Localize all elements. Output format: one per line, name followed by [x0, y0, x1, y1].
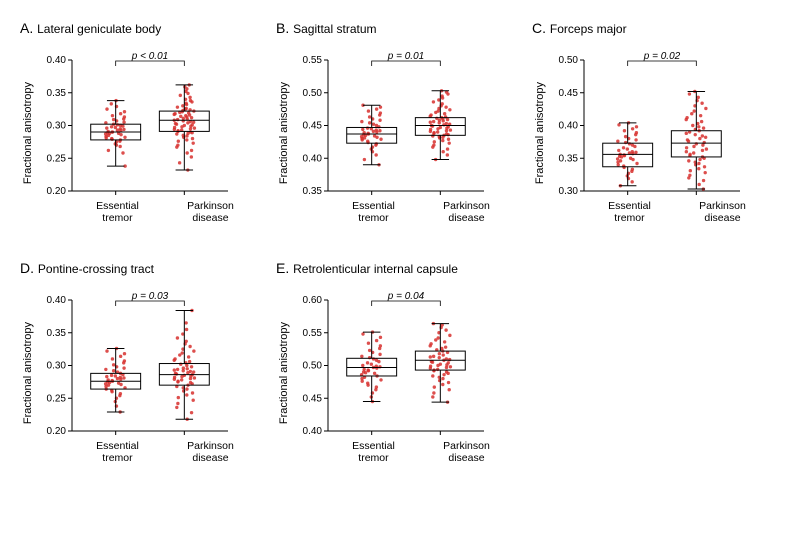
panel-b: B. Sagittal stratumFractional anisotropy… — [276, 20, 520, 224]
svg-text:0.30: 0.30 — [47, 121, 67, 132]
panel-e: E. Retrolenticular internal capsuleFract… — [276, 260, 520, 464]
panel-letter: D. — [20, 260, 38, 276]
p-value-label: p = 0.02 — [643, 51, 681, 62]
svg-text:0.55: 0.55 — [303, 328, 323, 339]
panel-title: C. Forceps major — [532, 20, 776, 36]
panel-name: Pontine-crossing tract — [38, 262, 154, 276]
svg-text:0.20: 0.20 — [47, 186, 67, 197]
p-value-label: p = 0.04 — [387, 291, 425, 302]
panel-c: C. Forceps majorFractional anisotropy0.3… — [532, 20, 776, 224]
panel-name: Forceps major — [550, 22, 627, 36]
svg-text:0.20: 0.20 — [47, 426, 67, 437]
y-axis-label: Fractional anisotropy — [532, 42, 546, 224]
p-value-label: p = 0.01 — [387, 51, 424, 62]
panel-name: Retrolenticular internal capsule — [293, 262, 458, 276]
p-value-label: p = 0.03 — [131, 291, 169, 302]
svg-text:0.40: 0.40 — [303, 426, 323, 437]
x-axis-label: Parkinsondisease — [699, 200, 746, 224]
panel-title: E. Retrolenticular internal capsule — [276, 260, 520, 276]
panel-title: A. Lateral geniculate body — [20, 20, 264, 36]
svg-text:0.50: 0.50 — [559, 55, 579, 66]
x-axis-label: Essentialtremor — [352, 200, 395, 224]
y-axis-label: Fractional anisotropy — [20, 42, 34, 224]
panel-letter: C. — [532, 20, 550, 36]
svg-text:0.60: 0.60 — [303, 295, 323, 306]
boxplot-chart: 0.40 0.45 0.50 0.55 0.60 p = 0.04 — [290, 282, 490, 437]
svg-text:0.55: 0.55 — [303, 55, 323, 66]
panel-d: D. Pontine-crossing tract Fractional anis… — [20, 260, 264, 464]
p-value-label: p < 0.01 — [131, 51, 168, 62]
panel-name: Sagittal stratum — [293, 22, 376, 36]
svg-text:0.35: 0.35 — [303, 186, 323, 197]
x-axis-label: Essentialtremor — [96, 200, 139, 224]
figure-grid: A. Lateral geniculate bodyFractional ani… — [20, 20, 776, 464]
svg-text:0.40: 0.40 — [559, 121, 579, 132]
svg-text:0.30: 0.30 — [559, 186, 579, 197]
svg-text:0.35: 0.35 — [559, 153, 579, 164]
panel-a: A. Lateral geniculate bodyFractional ani… — [20, 20, 264, 224]
x-axis-label: Parkinsondisease — [443, 440, 490, 464]
x-axis-label: Parkinsondisease — [187, 200, 234, 224]
x-axis-label: Parkinsondisease — [187, 440, 234, 464]
panel-letter: B. — [276, 20, 293, 36]
svg-text:0.40: 0.40 — [303, 153, 323, 164]
svg-text:0.40: 0.40 — [47, 295, 67, 306]
svg-text:0.50: 0.50 — [303, 88, 323, 99]
svg-text:0.35: 0.35 — [47, 328, 67, 339]
panel-letter: E. — [276, 260, 293, 276]
boxplot-chart: 0.35 0.40 0.45 0.50 0.55 p = 0.01 — [290, 42, 490, 197]
x-axis-label: Essentialtremor — [352, 440, 395, 464]
x-axis-label: Essentialtremor — [96, 440, 139, 464]
svg-text:0.30: 0.30 — [47, 361, 67, 372]
boxplot-chart: 0.30 0.35 0.40 0.45 0.50 p = 0.02 — [546, 42, 746, 197]
svg-text:0.50: 0.50 — [303, 361, 323, 372]
panel-name: Lateral geniculate body — [37, 22, 161, 36]
panel-letter: A. — [20, 20, 37, 36]
boxplot-chart: 0.20 0.25 0.30 0.35 0.40 p = 0.03 — [34, 282, 234, 437]
svg-text:0.40: 0.40 — [47, 55, 67, 66]
panel-title: B. Sagittal stratum — [276, 20, 520, 36]
y-axis-label: Fractional anisotropy — [276, 42, 290, 224]
svg-text:0.35: 0.35 — [47, 88, 67, 99]
svg-text:0.45: 0.45 — [559, 88, 579, 99]
y-axis-label: Fractional anisotropy — [20, 282, 34, 464]
svg-text:0.25: 0.25 — [47, 153, 67, 164]
y-axis-label: Fractional anisotropy — [276, 282, 290, 464]
svg-text:0.45: 0.45 — [303, 121, 323, 132]
panel-title: D. Pontine-crossing tract — [20, 260, 264, 276]
svg-text:0.25: 0.25 — [47, 393, 67, 404]
svg-text:0.45: 0.45 — [303, 393, 323, 404]
x-axis-label: Essentialtremor — [608, 200, 651, 224]
x-axis-label: Parkinsondisease — [443, 200, 490, 224]
boxplot-chart: 0.20 0.25 0.30 0.35 0.40 p < 0.01 — [34, 42, 234, 197]
